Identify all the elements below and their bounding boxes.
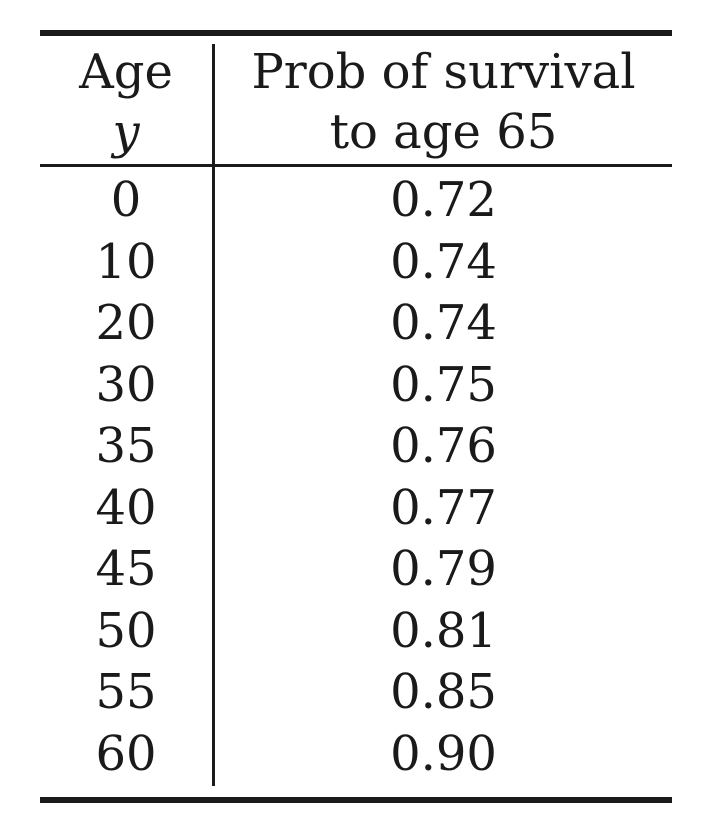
age-cell: 40 <box>95 480 157 536</box>
header-prob-subtitle: to age 65 <box>329 104 558 160</box>
age-cell: 10 <box>95 234 157 290</box>
age-cell: 20 <box>95 295 157 351</box>
header-age: Age <box>79 44 173 100</box>
column-divider <box>212 44 215 786</box>
age-cell: 50 <box>95 603 157 659</box>
header-rule <box>40 164 672 167</box>
bottom-rule <box>40 797 672 803</box>
prob-cell: 0.79 <box>390 541 497 597</box>
top-rule <box>40 30 672 36</box>
header-prob: Prob of survival <box>251 44 636 100</box>
prob-cell: 0.77 <box>390 480 497 536</box>
header-age-variable: y <box>112 104 140 160</box>
age-cell: 60 <box>95 726 157 782</box>
prob-cell: 0.74 <box>390 295 497 351</box>
prob-cell: 0.90 <box>390 726 497 782</box>
prob-cell: 0.85 <box>390 664 497 720</box>
prob-cell: 0.74 <box>390 234 497 290</box>
prob-cell: 0.76 <box>390 418 497 474</box>
age-cell: 45 <box>95 541 157 597</box>
age-cell: 0 <box>110 172 142 228</box>
prob-cell: 0.75 <box>390 357 497 413</box>
prob-cell: 0.81 <box>390 603 497 659</box>
prob-cell: 0.72 <box>390 172 497 228</box>
age-cell: 35 <box>95 418 157 474</box>
age-cell: 30 <box>95 357 157 413</box>
age-cell: 55 <box>95 664 157 720</box>
